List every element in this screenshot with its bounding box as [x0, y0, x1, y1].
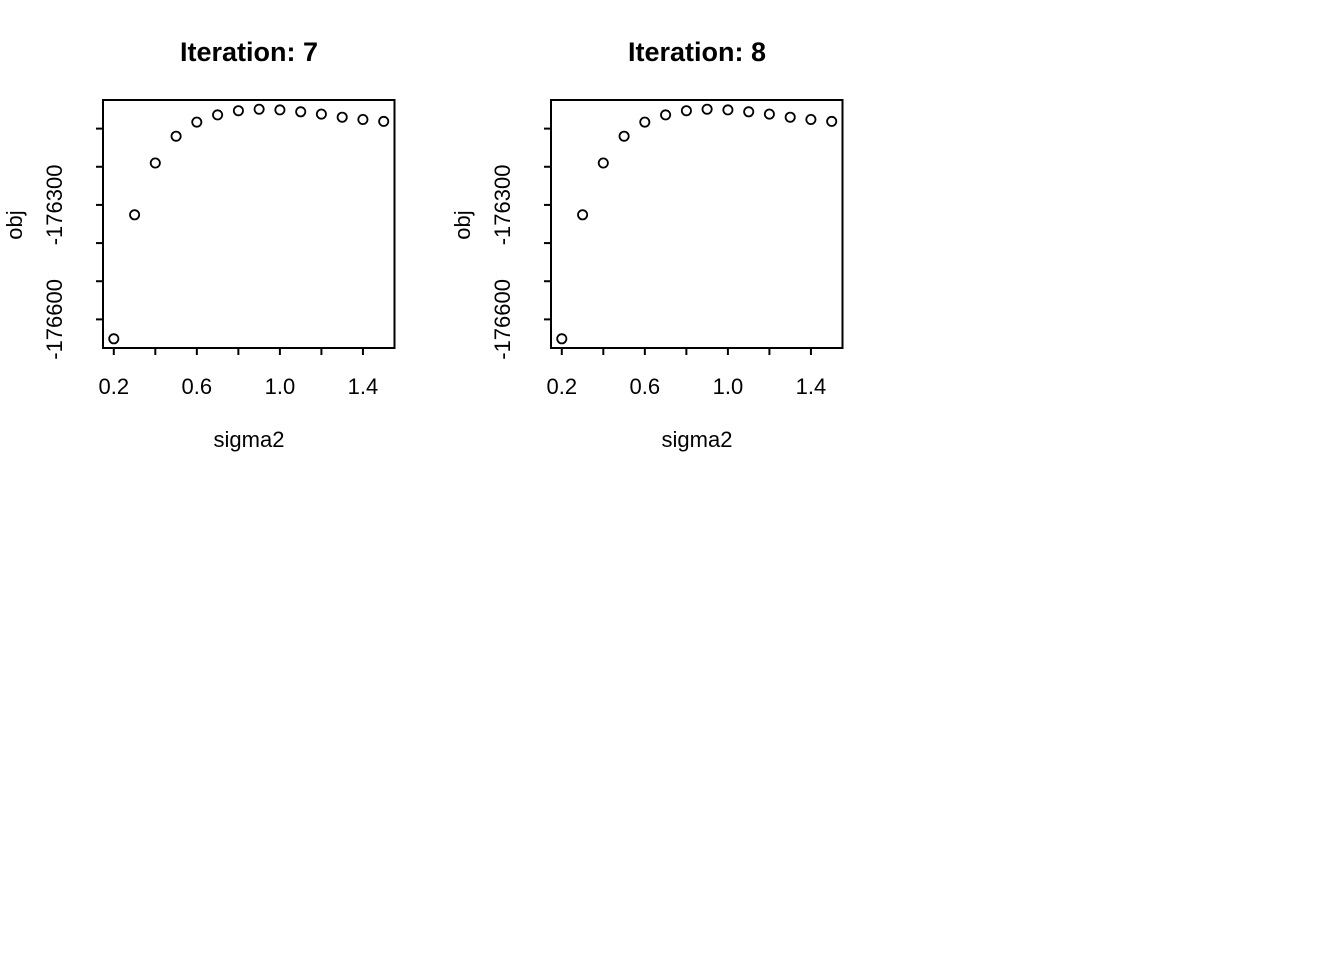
y-tick-label: -176600: [42, 279, 67, 360]
data-point: [295, 106, 307, 118]
plot-box: [102, 99, 396, 349]
plot-area: 0.2 0.6 1.0 1.4 -176600 -176300: [490, 99, 844, 399]
data-point: [170, 130, 182, 142]
data-point: [129, 209, 141, 221]
data-point: [660, 109, 672, 121]
x-tick-label: 1.4: [348, 374, 379, 399]
data-point: [784, 111, 796, 123]
data-point: [149, 157, 161, 169]
data-point: [315, 108, 327, 120]
data-point: [108, 333, 120, 345]
y-tick-label: -176300: [490, 165, 515, 246]
data-point: [618, 130, 630, 142]
data-point: [597, 157, 609, 169]
data-point: [357, 114, 369, 126]
data-point: [639, 116, 651, 128]
data-point: [805, 114, 817, 126]
data-point: [253, 103, 265, 115]
data-point: [212, 109, 224, 121]
data-point: [722, 104, 734, 116]
plot-title: Iteration: 8: [627, 37, 767, 67]
data-point: [232, 105, 244, 117]
data-point: [743, 106, 755, 118]
plot-title: Iteration: 7: [179, 37, 319, 67]
x-axis-label: sigma2: [213, 427, 285, 452]
data-point: [191, 116, 203, 128]
y-tick-label: -176600: [490, 279, 515, 360]
data-point: [336, 111, 348, 123]
data-point: [826, 115, 838, 127]
plot-area: 0.2 0.6 1.0 1.4 -176600 -176300: [42, 99, 396, 399]
data-point: [577, 209, 589, 221]
data-point: [556, 333, 568, 345]
y-tick-label: -176300: [42, 165, 67, 246]
data-point: [763, 108, 775, 120]
x-tick-label: 0.6: [182, 374, 213, 399]
plot-panel-iteration-8: Iteration: 8 obj 0.2 0.6 1.0 1.4 -176600 -176…: [448, 0, 896, 470]
data-point: [680, 105, 692, 117]
data-point: [378, 115, 390, 127]
data-point: [274, 104, 286, 116]
x-tick-label: 1.0: [265, 374, 296, 399]
x-tick-label: 0.6: [630, 374, 661, 399]
plot-box: [550, 99, 844, 349]
data-point: [701, 103, 713, 115]
x-tick-label: 0.2: [98, 374, 129, 399]
x-tick-label: 0.2: [546, 374, 577, 399]
plot-panel-iteration-7: Iteration: 7 obj 0.2 0.6 1.0 1.4 -176600 -176…: [0, 0, 448, 470]
x-tick-label: 1.4: [796, 374, 827, 399]
x-axis-label: sigma2: [661, 427, 733, 452]
x-tick-label: 1.0: [713, 374, 744, 399]
